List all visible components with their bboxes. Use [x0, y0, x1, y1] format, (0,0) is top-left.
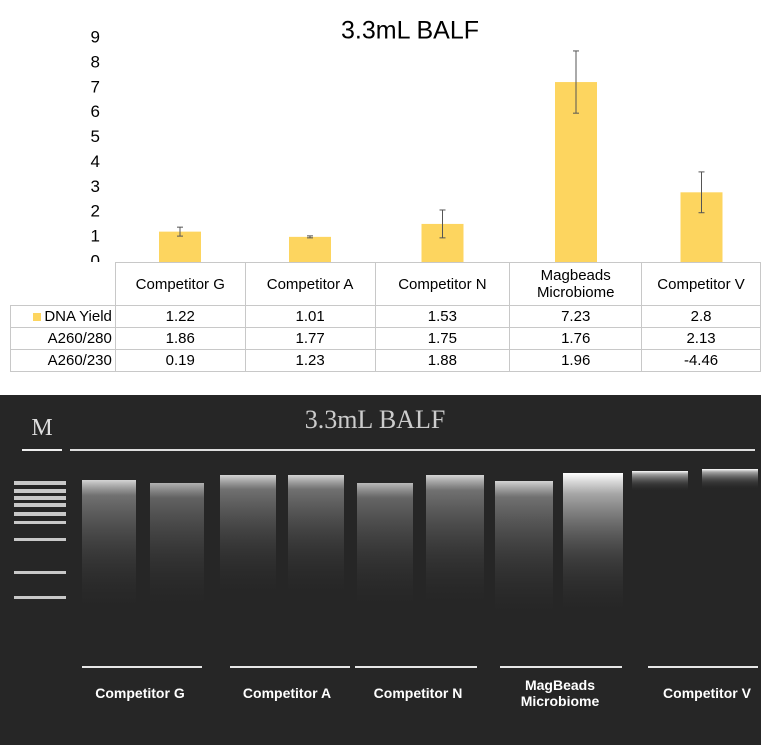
table-row: A260/280 1.86 1.77 1.75 1.76 2.13 — [10, 327, 761, 350]
y-tick-label: 2 — [91, 202, 100, 221]
y-tick-label: 5 — [91, 127, 100, 146]
category-label: Competitor N — [374, 262, 511, 306]
lane-label: Competitor V — [663, 685, 751, 701]
category-label: Competitor V — [641, 262, 761, 306]
table-value: 0.19 — [114, 349, 246, 372]
data-table: Competitor G Competitor A Competitor N Magb… — [10, 262, 761, 372]
y-tick-label: 8 — [91, 52, 100, 71]
category-label: Competitor A — [244, 262, 376, 306]
gel-image: M 3.3mL BALF Competitor G Co — [0, 395, 761, 745]
table-value: 1.01 — [244, 305, 376, 328]
error-bar — [573, 50, 579, 114]
table-value: 2.8 — [641, 305, 761, 328]
legend-key — [33, 313, 42, 322]
lane-label: Competitor N — [373, 685, 463, 701]
marker-label: M — [31, 415, 52, 441]
y-tick-label: 3 — [91, 177, 100, 196]
table-value: 7.23 — [509, 305, 643, 328]
table-value: 2.13 — [641, 327, 761, 350]
legend-entry: DNA Yield — [10, 305, 116, 328]
y-tick-label: 9 — [91, 27, 100, 46]
lane-label: Competitor A — [242, 685, 332, 701]
legend-label: DNA Yield — [44, 308, 112, 325]
table-value: 1.88 — [374, 349, 511, 372]
y-tick-label: 6 — [91, 102, 100, 121]
bar — [289, 236, 331, 262]
bar — [159, 231, 201, 262]
error-bar — [177, 226, 183, 237]
y-tick-label: 1 — [91, 227, 100, 246]
error-bar — [307, 235, 313, 239]
table-value: 1.86 — [114, 327, 246, 350]
table-row: A260/230 0.19 1.23 1.88 1.96 -4.46 — [10, 349, 761, 372]
gel-graphic: M 3.3mL BALF — [14, 405, 758, 668]
series-row: DNA Yield 1.22 1.01 1.53 7.23 2.8 — [10, 305, 761, 328]
table-value: 1.23 — [244, 349, 376, 372]
y-tick-label: 0 — [91, 251, 100, 262]
y-tick-label: 4 — [91, 152, 100, 171]
row-label: A260/280 — [10, 327, 116, 350]
lanes — [82, 469, 758, 616]
table-value: 1.22 — [114, 305, 246, 328]
y-tick-label: 7 — [91, 77, 100, 96]
row-label: A260/230 — [10, 349, 116, 372]
error-bar — [698, 171, 705, 214]
table-value: 1.76 — [509, 327, 643, 350]
lane-label: Competitor G — [95, 685, 185, 701]
category-label: Competitor G — [114, 262, 246, 306]
corner — [11, 263, 116, 306]
table-value: 1.75 — [374, 327, 511, 350]
category-label: Magbeads Microbiome — [509, 262, 643, 306]
ladder — [14, 481, 66, 599]
table-value: 1.96 — [509, 349, 643, 372]
gel-title: 3.3mL BALF — [305, 405, 446, 434]
error-bar — [439, 209, 446, 239]
lane-label: MagBeads Microbiome — [520, 677, 600, 709]
chart: 3.3mL BALF 0 1 2 3 4 5 6 7 8 9 — [91, 17, 723, 262]
header-row: Competitor G Competitor A Competitor N Magb… — [11, 262, 761, 306]
table-value: 1.53 — [374, 305, 511, 328]
table-value: 1.77 — [244, 327, 376, 350]
chart-title: 3.3mL BALF — [341, 17, 479, 45]
table-value: -4.46 — [641, 349, 761, 372]
